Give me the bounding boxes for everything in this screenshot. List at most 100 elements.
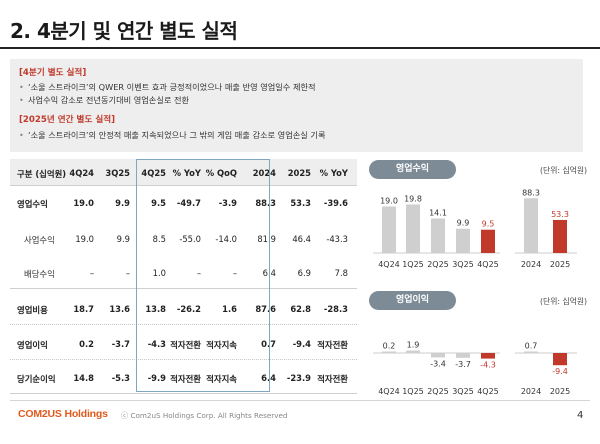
op-income-bar-chart: 0.2 4Q24 1.9 1Q25 -3.4 2Q25 -3.7 3Q25 -4.3 4Q25 0.… — [373, 341, 577, 396]
chart-value-label: 53.3 — [551, 210, 569, 219]
table-cell: 19.0 — [73, 198, 94, 208]
table-cell: 적자전환 — [170, 340, 201, 350]
table-cell: 13.6 — [109, 304, 130, 314]
chart-category-label: 4Q24 — [378, 387, 400, 396]
chart-value-label: 19.0 — [380, 196, 398, 205]
table-header-cell: 2024 — [252, 168, 276, 178]
chart-value-label: 0.7 — [525, 342, 538, 351]
table-cell: – — [196, 268, 201, 278]
table-divider — [10, 393, 357, 394]
page-title: 2. 4분기 및 연간 별도 실적 — [10, 19, 238, 43]
copyright-text: ⓒ Com2uS Holdings Corp. All Rights Reser… — [121, 411, 288, 420]
table-header-cell: % QoQ — [205, 168, 237, 178]
chart-bar — [456, 228, 470, 253]
company-logo: COM2US Holdings — [18, 408, 108, 420]
chart-bar — [431, 218, 445, 253]
chart-bar — [524, 198, 538, 253]
page-number: 4 — [577, 410, 584, 421]
table-cell: 81.9 — [257, 234, 276, 244]
table-cell: 18.7 — [73, 304, 94, 314]
bullet-icon: • — [19, 130, 24, 140]
chart-category-label: 4Q24 — [378, 260, 400, 269]
q4-summary-line: • ‘소울 스트라이크’의 QWER 이벤트 효과 긍정적이었으나 매출 반영 영… — [19, 82, 316, 92]
table-cell: – — [232, 268, 237, 278]
table-header-background — [10, 159, 357, 185]
table-cell: 0.7 — [261, 339, 276, 349]
chart-category-label: 4Q25 — [477, 260, 499, 269]
chart-value-label: 14.1 — [429, 208, 447, 217]
chart-bar — [406, 204, 420, 253]
chart-bar — [481, 353, 495, 359]
chart-category-label: 2025 — [550, 387, 570, 396]
table-cell: 9.9 — [116, 234, 130, 244]
table-cell: -55.0 — [179, 234, 201, 244]
table-cell: 6.9 — [297, 268, 311, 278]
table-header-cell: 4Q24 — [69, 168, 94, 178]
chart-value-label: 0.2 — [383, 342, 396, 351]
chart-value-label: 9.9 — [457, 219, 470, 228]
row-label: 영업수익 — [17, 199, 48, 209]
table-cell: 8.5 — [152, 234, 166, 244]
table-cell: 적자전환 — [317, 374, 348, 384]
table-cell: -14.0 — [215, 234, 237, 244]
chart-value-label: 9.5 — [482, 220, 495, 229]
chart-value-label: 1.9 — [407, 341, 420, 350]
chart-bar — [553, 219, 567, 253]
table-cell: 87.6 — [255, 304, 276, 314]
table-cell: 적자전환 — [170, 374, 201, 384]
chart-category-label: 3Q25 — [452, 387, 474, 396]
table-cell: -5.3 — [111, 373, 130, 383]
bullet-icon: • — [19, 82, 24, 92]
table-cell: 62.8 — [290, 304, 311, 314]
table-cell: 1.0 — [152, 268, 166, 278]
table-cell: -3.7 — [111, 339, 130, 349]
chart-value-label: 19.8 — [404, 194, 422, 203]
chart-bar — [456, 353, 470, 358]
table-cell: -9.9 — [147, 373, 166, 383]
table-cell: -28.3 — [323, 304, 348, 314]
table-cell: 6.4 — [261, 373, 276, 383]
table-cell: 7.8 — [334, 268, 348, 278]
table-header-cell: 2025 — [287, 168, 311, 178]
chart-bar — [481, 229, 495, 253]
chart-value-label: -9.4 — [552, 367, 568, 376]
table-cell: -4.3 — [147, 339, 166, 349]
table-header-cell: % YoY — [172, 168, 201, 178]
table-divider — [10, 324, 357, 325]
table-cell: -23.9 — [286, 373, 311, 383]
table-cell: -49.7 — [176, 198, 201, 208]
row-label: 배당수익 — [24, 269, 55, 279]
revenue-unit-label: (단위: 십억원) — [540, 166, 588, 175]
table-cell: -26.2 — [176, 304, 201, 314]
chart-bar — [553, 353, 567, 366]
chart-value-label: -3.7 — [455, 360, 471, 369]
table-header-cell: % YoY — [319, 168, 348, 178]
table-divider — [10, 288, 357, 289]
chart-category-label: 2024 — [521, 260, 541, 269]
table-cell: 6.4 — [262, 268, 276, 278]
row-label: 사업수익 — [24, 235, 55, 245]
chart-value-label: -4.3 — [480, 361, 496, 370]
chart-value-label: 88.3 — [522, 188, 540, 197]
chart-category-label: 4Q25 — [477, 387, 499, 396]
table-cell: -39.6 — [323, 198, 348, 208]
chart-bar — [382, 206, 396, 253]
row-label: 영업비용 — [17, 305, 48, 315]
table-cell: -3.9 — [218, 198, 237, 208]
chart-bar — [406, 350, 420, 353]
row-label: 당기순이익 — [17, 374, 56, 384]
chart-bar — [382, 351, 396, 353]
chart-category-label: 2024 — [521, 387, 541, 396]
q4-summary-line: • 사업수익 감소로 전년동기대비 영업손실로 전환 — [19, 95, 190, 105]
table-header-divider — [10, 185, 357, 186]
table-cell: 13.8 — [145, 304, 166, 314]
chart-value-label: -3.4 — [430, 359, 446, 368]
table-cell: 1.6 — [222, 304, 237, 314]
chart-bar — [524, 351, 538, 353]
bullet-icon: • — [19, 95, 24, 105]
table-cell: 46.4 — [292, 234, 311, 244]
table-cell: – — [125, 268, 130, 278]
table-cell: 9.9 — [115, 198, 130, 208]
chart-category-label: 2Q25 — [427, 387, 449, 396]
annual-summary-heading: [2025년 연간 별도 실적] — [19, 115, 116, 125]
